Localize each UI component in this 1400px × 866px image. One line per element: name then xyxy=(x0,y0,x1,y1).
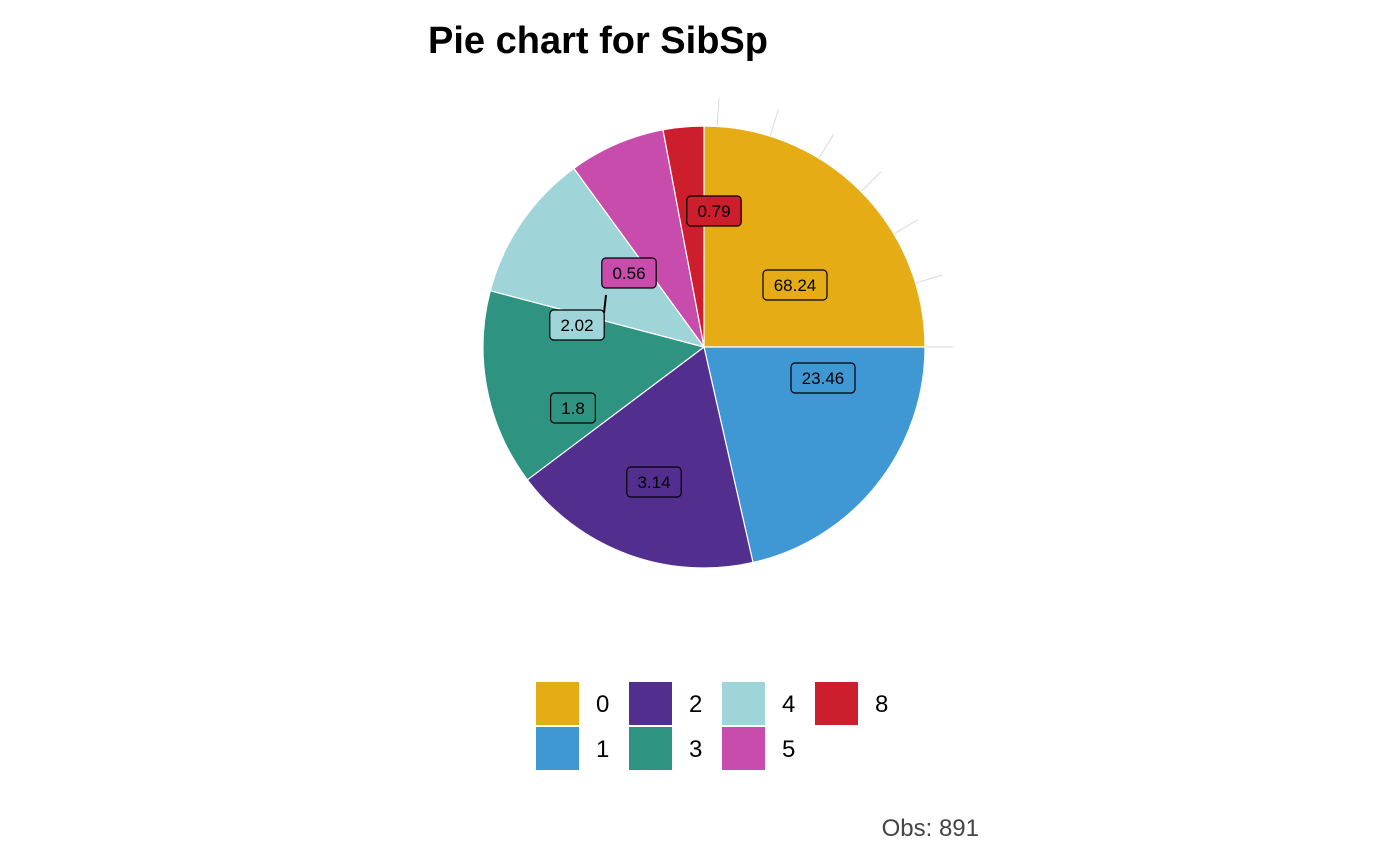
slice-label-5: 0.56 xyxy=(601,257,657,289)
legend-label: 4 xyxy=(782,691,795,718)
legend-swatch xyxy=(629,727,672,770)
slice-label-box xyxy=(626,466,682,498)
legend-swatch xyxy=(536,682,579,725)
spoke-line xyxy=(915,274,943,284)
spoke-line xyxy=(716,98,720,127)
legend-label: 5 xyxy=(782,736,795,763)
pie-slice-3 xyxy=(482,289,706,481)
legend-item-2: 2 xyxy=(629,682,702,725)
slice-label-box xyxy=(790,362,856,394)
chart-title: Pie chart for SibSp xyxy=(428,20,768,62)
legend-label: 1 xyxy=(596,736,609,763)
pie-slice-0 xyxy=(703,125,926,348)
slice-label-text: 68.24 xyxy=(774,276,817,295)
legend-label: 3 xyxy=(689,736,702,763)
legend-item-0: 0 xyxy=(536,682,609,725)
legend-swatch xyxy=(722,682,765,725)
slice-label-text: 3.14 xyxy=(637,473,670,492)
slice-labels: 68.24 23.46 3.14 1.8 2.02 0.56 0.79 xyxy=(549,195,856,498)
legend-swatch xyxy=(815,682,858,725)
legend-swatch xyxy=(536,727,579,770)
legend-item-4: 4 xyxy=(722,682,795,725)
slice-label-box xyxy=(762,269,828,301)
slice-label-box xyxy=(549,309,605,341)
slice-label-box xyxy=(549,392,596,424)
legend-item-5: 5 xyxy=(722,727,795,770)
slice-label-0: 68.24 xyxy=(762,269,828,301)
legend-item-1: 1 xyxy=(536,727,609,770)
slice-label-4: 2.02 xyxy=(549,309,605,341)
pie-slice-2 xyxy=(526,345,754,569)
legend-label: 2 xyxy=(689,691,702,718)
slice-label-2: 3.14 xyxy=(626,466,682,498)
caption: Obs: 891 xyxy=(882,815,979,842)
pie-slice-4 xyxy=(489,167,706,349)
spoke-line xyxy=(893,219,919,235)
legend-swatch xyxy=(629,682,672,725)
pie-slices xyxy=(482,125,926,569)
legend: 0 1 2 3 4 5 8 xyxy=(536,682,888,770)
pie-slice-8 xyxy=(662,125,705,348)
slice-label-1: 23.46 xyxy=(790,362,856,394)
slice-label-3: 1.8 xyxy=(549,392,596,424)
legend-label: 0 xyxy=(596,691,609,718)
legend-item-8: 8 xyxy=(815,682,888,725)
legend-swatch xyxy=(722,727,765,770)
slice-label-8: 0.79 xyxy=(686,195,742,227)
slice-label-box xyxy=(601,257,657,289)
slice-label-text: 0.79 xyxy=(697,202,730,221)
slice-label-box xyxy=(686,195,742,227)
spoke-line xyxy=(860,171,882,192)
spoke-line xyxy=(769,109,779,137)
label-leader-line xyxy=(603,294,607,314)
pie-slice-1 xyxy=(703,346,926,564)
radial-spokes xyxy=(716,98,953,348)
spoke-line xyxy=(818,134,834,159)
slice-label-text: 0.56 xyxy=(612,264,645,283)
slice-label-text: 1.8 xyxy=(561,399,585,418)
slice-label-text: 23.46 xyxy=(802,369,845,388)
legend-item-3: 3 xyxy=(629,727,702,770)
slice-label-text: 2.02 xyxy=(560,316,593,335)
legend-label: 8 xyxy=(875,691,888,718)
